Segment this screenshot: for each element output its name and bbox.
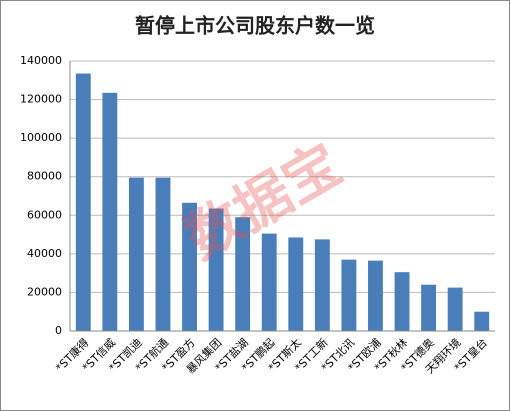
bar: [314, 239, 330, 331]
bar: [447, 287, 463, 331]
y-tick-label: 140000: [20, 54, 62, 67]
bar: [474, 311, 490, 331]
bar: [288, 237, 304, 331]
bar: [208, 208, 224, 331]
bar: [128, 177, 144, 331]
y-tick-label: 60000: [27, 208, 62, 221]
bar: [261, 233, 277, 331]
y-tick-label: 40000: [27, 247, 62, 260]
y-tick-label: 80000: [27, 170, 62, 183]
y-tick-label: 120000: [20, 93, 62, 106]
y-tick-label: 0: [55, 324, 62, 337]
chart-title: 暂停上市公司股东户数一览: [135, 14, 375, 38]
bar: [341, 259, 357, 331]
bar: [421, 284, 437, 331]
y-tick-label: 100000: [20, 131, 62, 144]
bar: [75, 73, 91, 332]
y-tick-label: 20000: [27, 285, 62, 298]
bar: [368, 260, 383, 331]
bar: [235, 217, 251, 331]
bar: [182, 202, 197, 331]
bar: [102, 92, 118, 331]
bar: [394, 272, 410, 331]
bar: [155, 177, 171, 331]
